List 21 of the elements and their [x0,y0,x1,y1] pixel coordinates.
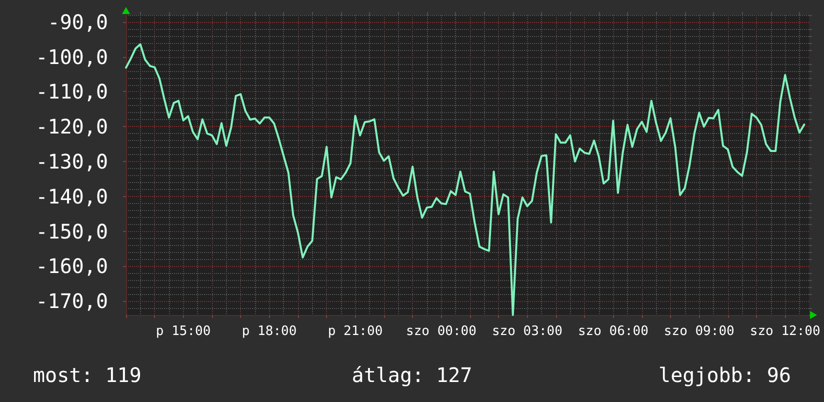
y-tick-label: -110,0 [36,80,108,104]
x-tick-label: szo 03:00 [492,324,562,339]
line-series [125,43,806,316]
y-tick-label: -140,0 [36,184,108,208]
x-tick-label: szo 09:00 [664,324,734,339]
x-tick-label: szo 06:00 [578,324,648,339]
x-tick-label: szo 12:00 [750,324,820,339]
text: most: 119 [33,363,142,387]
text: átlag: 127 [352,363,472,387]
x-tick-label: p 18:00 [242,324,297,339]
x-tick-label: szo 00:00 [406,324,476,339]
y-tick-label: -90,0 [48,10,108,34]
y-tick-label: -100,0 [36,44,108,69]
y-tick-label: -120,0 [36,114,108,139]
x-tick-label: p 21:00 [328,324,383,339]
text: legjobb: 96 [658,363,791,387]
y-tick-label: -150,0 [36,219,108,244]
y-tick-label: -170,0 [36,289,108,314]
x-tick-label: p 15:00 [156,324,211,339]
y-tick-label: -160,0 [36,254,108,278]
y-tick-label: -130,0 [36,150,108,174]
